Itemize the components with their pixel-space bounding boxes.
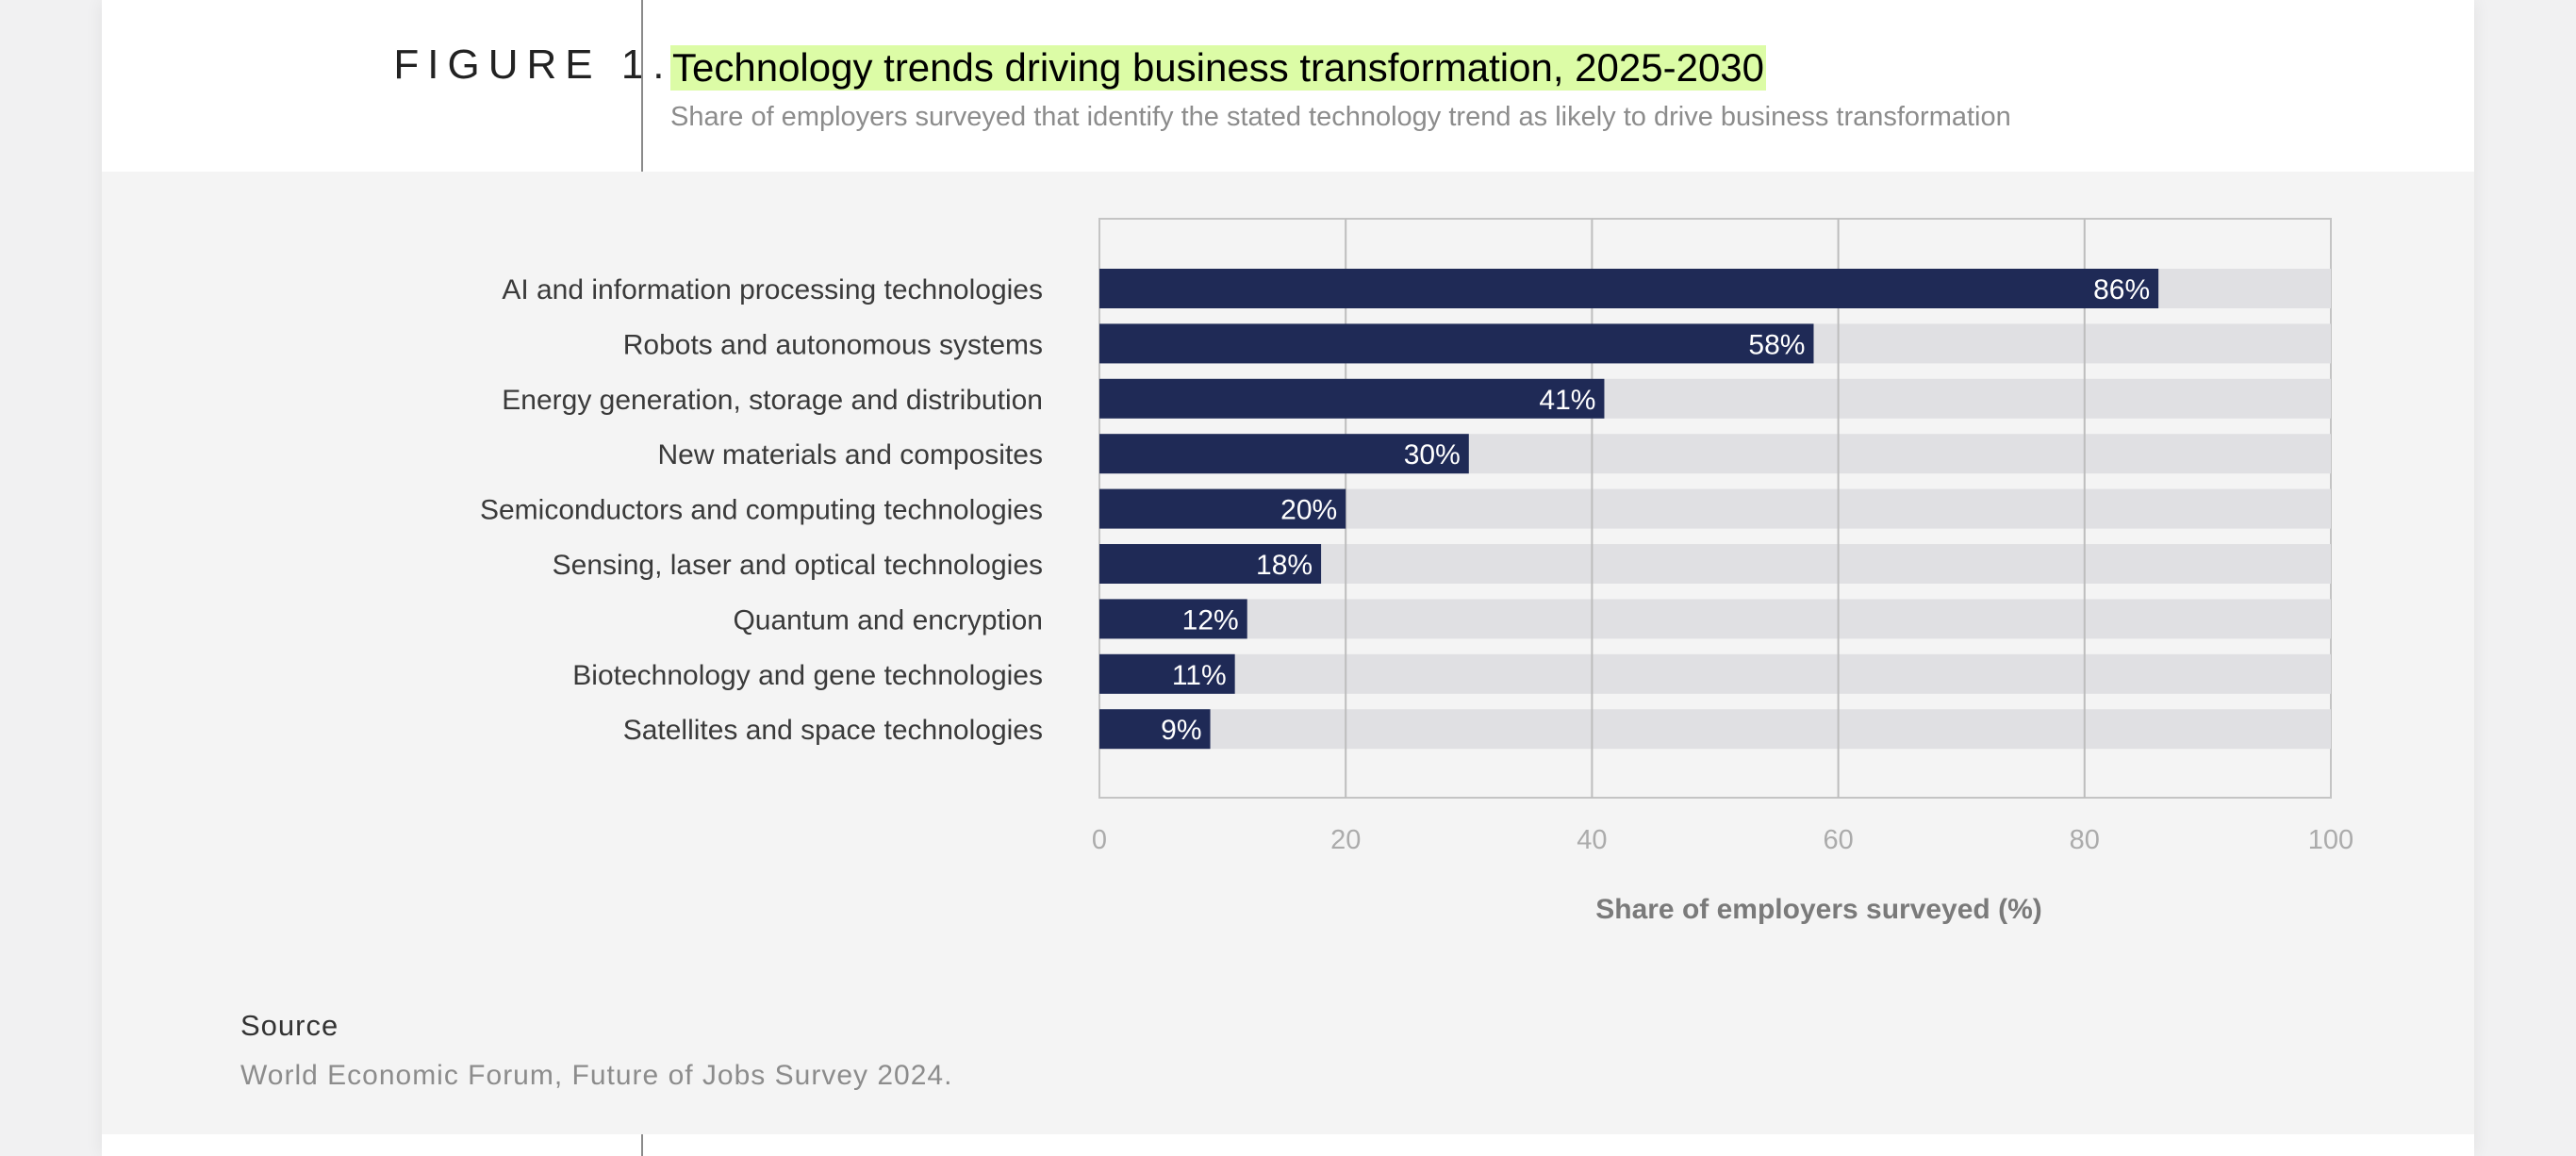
bar xyxy=(1099,269,2159,308)
data-label: 12% xyxy=(1182,604,1239,636)
figure-title: Technology trends driving business trans… xyxy=(670,45,1767,91)
header-divider xyxy=(641,0,643,172)
bar xyxy=(1099,653,1235,694)
bar xyxy=(1099,488,1346,529)
data-label: 11% xyxy=(1172,660,1227,691)
category-label: Semiconductors and computing technologie… xyxy=(480,495,1043,526)
chart-panel: AI and information processing technologi… xyxy=(102,172,2474,1134)
category-label: Energy generation, storage and distribut… xyxy=(502,385,1043,416)
figure-header: FIGURE 1.2 Technology trends driving bus… xyxy=(102,0,2474,172)
bar xyxy=(1099,599,1247,639)
category-label: Satellites and space technologies xyxy=(623,715,1043,746)
footer-divider xyxy=(641,1134,643,1156)
x-tick-label: 60 xyxy=(1823,825,1853,855)
figure-page: FIGURE 1.2 Technology trends driving bus… xyxy=(102,0,2474,1156)
bar-track xyxy=(1099,599,2331,639)
bar-track xyxy=(1099,709,2331,750)
figure-label: FIGURE 1.2 xyxy=(393,41,704,88)
bar-chart: AI and information processing technologi… xyxy=(480,218,2353,925)
bar xyxy=(1099,434,1469,474)
x-tick-label: 0 xyxy=(1092,825,1107,855)
data-label: 86% xyxy=(2093,274,2150,306)
source-text: World Economic Forum, Future of Jobs Sur… xyxy=(240,1060,953,1091)
category-label: Quantum and encryption xyxy=(733,604,1043,636)
bar xyxy=(1099,378,1605,419)
source-label: Source xyxy=(240,1009,339,1042)
bar xyxy=(1099,709,1211,750)
category-label: AI and information processing technologi… xyxy=(502,274,1043,306)
category-label: New materials and composites xyxy=(657,439,1043,471)
bar xyxy=(1099,544,1322,584)
x-tick-label: 100 xyxy=(2308,825,2353,855)
figure-subtitle: Share of employers surveyed that identif… xyxy=(670,102,2011,132)
figure-footer xyxy=(102,1134,2474,1156)
data-label: 58% xyxy=(1748,329,1805,360)
data-label: 9% xyxy=(1161,715,1201,746)
category-label: Biotechnology and gene technologies xyxy=(572,660,1043,691)
data-label: 30% xyxy=(1404,439,1461,471)
x-tick-label: 80 xyxy=(2070,825,2100,855)
data-label: 18% xyxy=(1256,550,1313,581)
bar xyxy=(1099,323,1814,364)
data-label: 20% xyxy=(1280,495,1337,526)
x-tick-label: 20 xyxy=(1330,825,1361,855)
category-label: Sensing, laser and optical technologies xyxy=(553,550,1043,581)
x-tick-label: 40 xyxy=(1577,825,1607,855)
bar-track xyxy=(1099,653,2331,694)
category-label: Robots and autonomous systems xyxy=(623,329,1043,360)
x-axis-title: Share of employers surveyed (%) xyxy=(1595,894,2042,925)
data-label: 41% xyxy=(1539,385,1595,416)
